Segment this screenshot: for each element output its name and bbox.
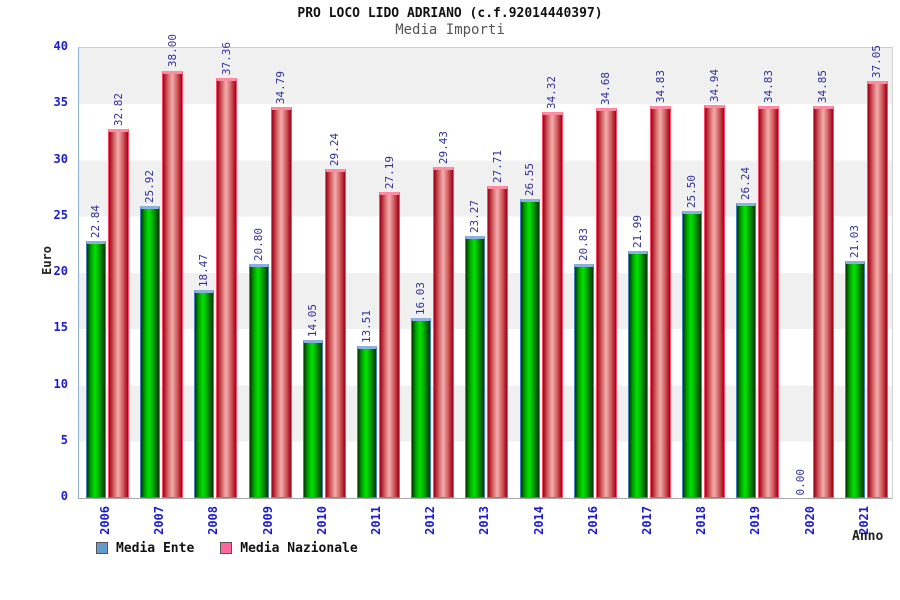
bar-media-nazionale-2010 [324,169,346,498]
bar-media-ente-2008 [194,290,215,498]
x-tick-2016: 2016 [585,506,600,535]
bar-media-nazionale-2006 [108,128,129,498]
y-axis-label: Euro [40,246,54,275]
value-label-media-ente-2013: 23.27 [468,200,482,234]
value-label-media-nazionale-2009: 34.79 [274,70,288,104]
value-label-media-ente-2020: 0.00 [793,468,807,496]
y-tick-35: 35 [53,95,68,110]
legend: Media Ente Media Nazionale [96,540,358,556]
y-tick-25: 25 [53,207,68,222]
value-label-media-ente-2009: 20.80 [251,227,265,261]
bar-media-ente-2018 [682,211,703,498]
value-label-media-ente-2019: 26.24 [739,166,753,200]
value-label-media-ente-2016: 20.83 [576,227,590,261]
value-label-media-ente-2008: 18.47 [197,254,211,288]
value-label-media-nazionale-2010: 29.24 [328,132,342,167]
value-label-media-ente-2021: 21.03 [847,225,861,259]
x-tick-2011: 2011 [369,506,383,535]
value-label-media-nazionale-2006: 32.82 [111,92,125,126]
bar-media-nazionale-2011 [379,192,400,498]
value-label-media-nazionale-2008: 37.36 [219,41,233,75]
value-label-media-ente-2010: 14.05 [305,303,319,337]
x-tick-2020: 2020 [802,506,817,535]
value-label-media-nazionale-2007: 38.00 [165,34,179,68]
value-label-media-nazionale-2013: 27.71 [490,150,504,184]
y-axis: 0 5 10 15 20 25 30 35 40 [0,39,72,503]
legend-swatch-media-nazionale-icon [220,542,233,554]
bar-media-nazionale-2012 [433,166,455,498]
x-tick-2009: 2009 [260,506,275,535]
x-tick-2018: 2018 [694,506,709,535]
x-tick-2013: 2013 [477,506,492,535]
value-label-media-nazionale-2021: 37.05 [870,45,884,79]
value-label-media-nazionale-2012: 29.43 [436,130,450,164]
value-label-media-ente-2006: 22.84 [89,204,102,239]
bar-media-nazionale-2016 [595,107,617,498]
bar-media-ente-2014 [519,199,540,498]
legend-label-media-nazionale: Media Nazionale [240,540,358,556]
y-tick-10: 10 [53,376,68,391]
x-tick-2006: 2006 [98,506,112,535]
x-tick-2014: 2014 [531,506,546,535]
bar-media-nazionale-2017 [650,106,671,498]
bar-media-nazionale-2008 [216,77,238,498]
bar-media-ente-2021 [844,261,865,498]
bar-media-nazionale-2009 [270,106,292,498]
bar-media-ente-2012 [411,317,432,498]
legend-label-media-ente: Media Ente [116,540,195,556]
x-tick-2012: 2012 [423,506,438,535]
value-label-media-ente-2014: 26.55 [522,163,536,197]
bar-media-nazionale-2019 [758,106,780,498]
bar-media-ente-2011 [357,346,377,498]
bar-media-ente-2006 [86,241,106,498]
bar-media-nazionale-2007 [162,70,184,498]
bar-media-ente-2013 [465,236,486,498]
value-label-media-ente-2012: 16.03 [414,281,428,315]
bar-media-ente-2007 [140,206,161,498]
y-tick-20: 20 [53,264,68,278]
bar-media-ente-2016 [573,263,594,498]
x-axis-label: Anno [852,529,884,544]
bar-media-nazionale-2018 [704,104,726,498]
chart-subtitle: Media Importi [395,22,505,38]
bar-media-ente-2017 [628,250,648,498]
value-label-media-nazionale-2014: 34.32 [545,75,559,109]
chart-title: PRO LOCO LIDO ADRIANO (c.f.92014440397) [297,6,603,21]
value-label-media-ente-2018: 25.50 [685,175,699,209]
value-label-media-nazionale-2016: 34.68 [599,71,613,105]
value-label-media-nazionale-2020: 34.85 [816,69,830,103]
value-label-media-ente-2017: 21.99 [631,214,644,248]
x-tick-2007: 2007 [152,506,167,535]
bar-media-nazionale-2020 [812,105,834,498]
y-tick-5: 5 [60,432,68,447]
bar-media-nazionale-2014 [541,111,563,498]
bar-media-ente-2009 [248,264,269,498]
value-label-media-nazionale-2011: 27.19 [382,156,396,190]
x-tick-2008: 2008 [206,506,221,535]
y-tick-0: 0 [60,489,68,503]
bar-media-ente-2010 [302,339,323,498]
value-label-media-nazionale-2018: 34.94 [707,68,721,102]
value-label-media-ente-2011: 13.51 [360,309,373,344]
bar-media-nazionale-2021 [866,81,888,498]
x-tick-2010: 2010 [314,506,329,535]
value-label-media-ente-2007: 25.92 [143,170,157,204]
y-tick-40: 40 [53,39,68,53]
x-tick-2019: 2019 [748,506,763,535]
value-label-media-nazionale-2017: 34.83 [653,70,667,104]
value-label-media-nazionale-2019: 34.83 [761,70,775,104]
y-tick-15: 15 [53,320,68,335]
plot-area: 22.84 32.82 25.92 38.00 18.47 37.36 20.80 34.79… [78,34,893,499]
y-tick-30: 30 [53,151,68,166]
bar-media-ente-2019 [736,202,757,498]
x-tick-2017: 2017 [640,506,654,535]
legend-swatch-media-ente-icon [96,542,108,554]
bar-media-nazionale-2013 [487,186,509,498]
